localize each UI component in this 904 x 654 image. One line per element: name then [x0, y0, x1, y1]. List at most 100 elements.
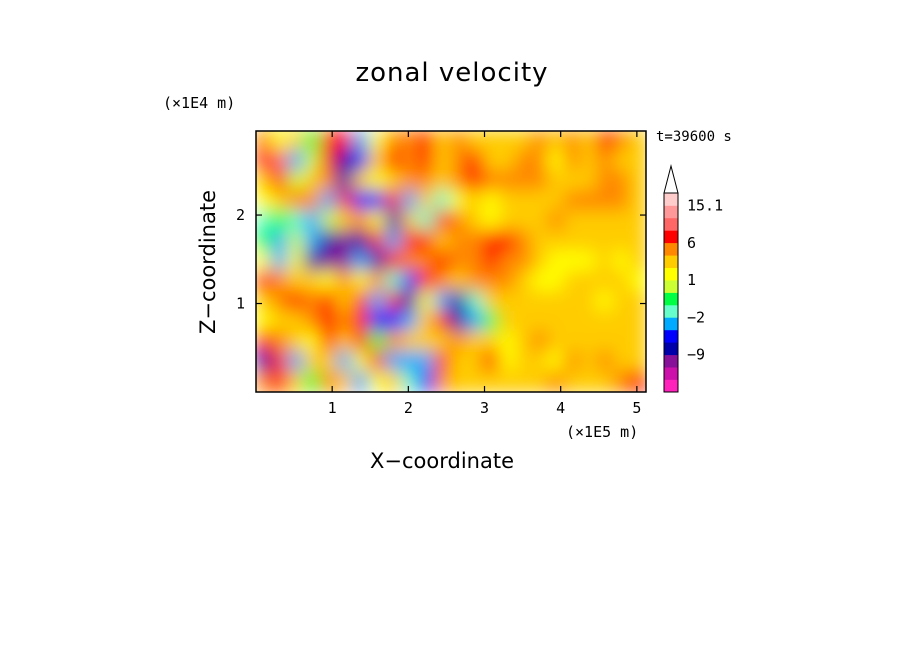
colorbar-swatch [664, 230, 678, 244]
colorbar-swatch [664, 342, 678, 356]
field-cell [628, 190, 646, 213]
field-cell [531, 350, 550, 373]
field-cell [450, 350, 469, 373]
colorbar: 15.1 6 1 −2 −9 [663, 164, 723, 393]
field-cell [450, 150, 469, 173]
field-cell [547, 250, 566, 273]
field-cell [563, 150, 583, 173]
field-cell [368, 350, 388, 373]
field-cell [466, 270, 485, 293]
field-cell [352, 150, 371, 173]
colorbar-label: −9 [687, 346, 705, 364]
field-cell [433, 210, 453, 233]
field-cell [433, 370, 453, 392]
field-cell [563, 290, 583, 313]
field-cell [466, 150, 485, 173]
field-cell [303, 131, 323, 153]
field-cell [515, 150, 534, 173]
field-cell [466, 190, 485, 213]
field-cell [352, 190, 371, 213]
field-cell [612, 170, 631, 193]
field-cell [515, 230, 534, 253]
field-cell [466, 290, 485, 313]
field-cell [531, 310, 550, 333]
colorbar-swatch [664, 304, 678, 318]
field-cell [563, 230, 583, 253]
field-cell [531, 250, 550, 273]
field-cell [612, 250, 631, 273]
field-cell [563, 370, 583, 392]
field-cell [336, 190, 355, 213]
field-cell [320, 131, 339, 153]
field-cell [612, 230, 631, 253]
field-cell [498, 250, 518, 273]
field-cell [417, 230, 436, 253]
field-cell [515, 190, 534, 213]
field-cell [287, 150, 306, 173]
field-cell [271, 190, 290, 213]
field-cell [352, 250, 371, 273]
field-cell [336, 310, 355, 333]
field-cell [385, 131, 404, 153]
field-cell [287, 310, 306, 333]
field-cell [596, 310, 615, 333]
field-cell [628, 170, 646, 193]
field-cell [628, 370, 646, 392]
field-cell [256, 310, 274, 333]
field-cell [482, 170, 501, 193]
field-cell [515, 270, 534, 293]
field-cell [352, 290, 371, 313]
field-cell [596, 170, 615, 193]
field-cell [466, 210, 485, 233]
field-cell [466, 370, 485, 392]
field-cell [498, 330, 518, 353]
colorbar-swatch [664, 205, 678, 219]
field-cell [580, 230, 599, 253]
field-cell [271, 131, 290, 153]
field-cell [271, 250, 290, 273]
field-cell [271, 170, 290, 193]
field-cell [401, 310, 420, 333]
field-cell [612, 150, 631, 173]
field-cell [498, 210, 518, 233]
field-cell [368, 270, 388, 293]
field-cell [287, 230, 306, 253]
field-cell [563, 350, 583, 373]
field-cell [417, 310, 436, 333]
field-cell [498, 190, 518, 213]
field-cell [482, 190, 501, 213]
field-cell [287, 290, 306, 313]
field-cell [450, 190, 469, 213]
field-cell [303, 270, 323, 293]
field-cell [547, 310, 566, 333]
field-cell [385, 350, 404, 373]
field-cell [401, 370, 420, 392]
colorbar-label: 15.1 [687, 196, 723, 214]
field-cell [482, 370, 501, 392]
x-tick-label: 4 [556, 399, 565, 417]
colorbar-swatch [664, 255, 678, 268]
field-cell [352, 350, 371, 373]
plot-frame [255, 130, 647, 393]
field-cell [287, 190, 306, 213]
field-cell [498, 350, 518, 373]
y-axis-unit: (×1E4 m) [163, 94, 236, 112]
field-cell [271, 230, 290, 253]
field-cell [515, 170, 534, 193]
field-cell [482, 150, 501, 173]
y-tick-label: 1 [236, 295, 245, 313]
field-cell [336, 330, 355, 353]
field-cell [515, 370, 534, 392]
field-cell [450, 131, 469, 153]
field-cell [580, 290, 599, 313]
field-cell [580, 350, 599, 373]
field-cell [320, 310, 339, 333]
field-cell [531, 330, 550, 353]
field-cell [256, 150, 274, 173]
field-cell [547, 210, 566, 233]
field-cell [271, 370, 290, 392]
field-cell [466, 310, 485, 333]
field-cell [433, 230, 453, 253]
field-cell [563, 131, 583, 153]
